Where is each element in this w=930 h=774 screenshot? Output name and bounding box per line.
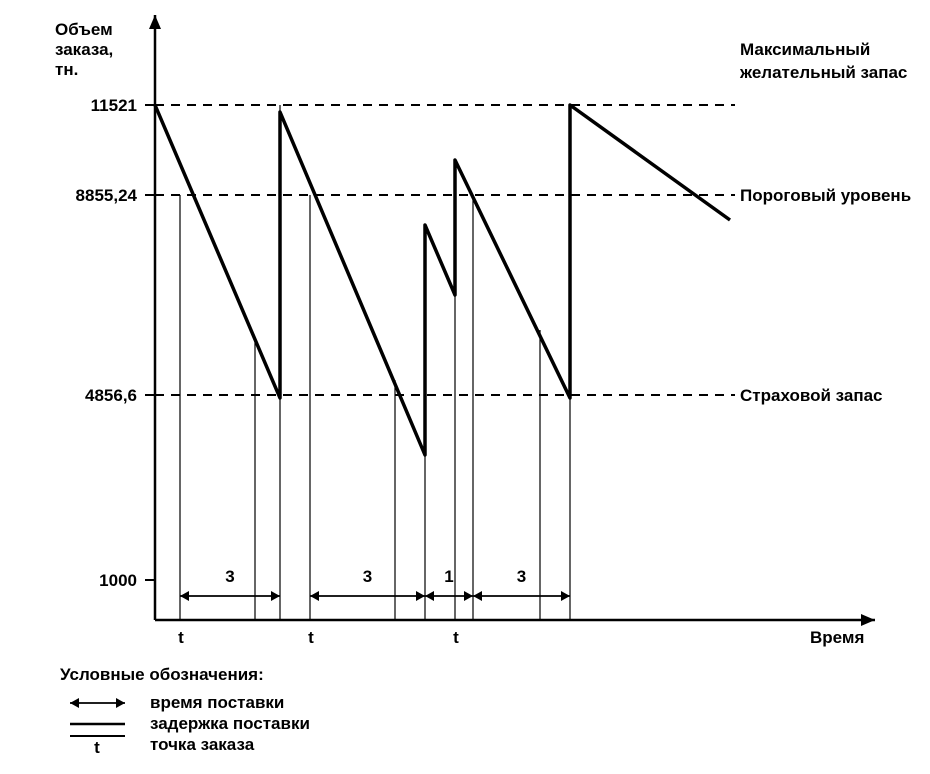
y-axis-label: тн.	[55, 60, 78, 79]
inventory-chart: 3 3 1 3 11521 8855,24 4856,6 1000 Максимальный…	[0, 0, 930, 774]
legend-row-text: точка заказа	[150, 735, 255, 754]
y-tick-label: 11521	[91, 96, 137, 115]
ref-label: желательный запас	[739, 63, 907, 82]
interval-label: 3	[363, 567, 372, 586]
axes	[149, 15, 875, 626]
y-axis-arrow	[149, 15, 161, 29]
y-axis-label: Объем	[55, 20, 113, 39]
y-tick-labels: 11521 8855,24 4856,6 1000	[76, 96, 155, 590]
y-tick-label: 8855,24	[76, 186, 138, 205]
vertical-lines	[180, 105, 570, 620]
chart-container: { "chart": { "type": "line", "background…	[0, 0, 930, 774]
t-marker: t	[178, 628, 184, 647]
inventory-polyline	[155, 105, 730, 455]
y-tick-label: 4856,6	[85, 386, 137, 405]
legend-row-text: время поставки	[150, 693, 284, 712]
x-tick-labels: ttt	[178, 628, 459, 647]
reference-lines	[155, 105, 735, 395]
x-axis-arrow	[861, 614, 875, 626]
axis-labels: Объемзаказа,тн. Время	[55, 20, 864, 647]
ref-label: Страховой запас	[740, 386, 883, 405]
interval-label: 3	[225, 567, 234, 586]
t-marker: t	[453, 628, 459, 647]
svg-text:t: t	[94, 738, 100, 757]
inventory-line	[155, 105, 730, 455]
t-marker: t	[308, 628, 314, 647]
legend-row-text: задержка поставки	[150, 714, 310, 733]
legend-title: Условные обозначения:	[60, 665, 264, 684]
ref-label: Максимальный	[740, 40, 870, 59]
y-tick-label: 1000	[99, 571, 137, 590]
interval-markers: 3 3 1 3	[180, 567, 570, 601]
x-axis-label: Время	[810, 628, 864, 647]
legend: Условные обозначения: время поставки задер…	[60, 665, 310, 757]
y-axis-label: заказа,	[55, 40, 113, 59]
ref-label: Пороговый уровень	[740, 186, 911, 205]
interval-label: 1	[444, 567, 453, 586]
right-labels: Максимальный желательный запас Пороговый у…	[739, 40, 911, 405]
interval-label: 3	[517, 567, 526, 586]
